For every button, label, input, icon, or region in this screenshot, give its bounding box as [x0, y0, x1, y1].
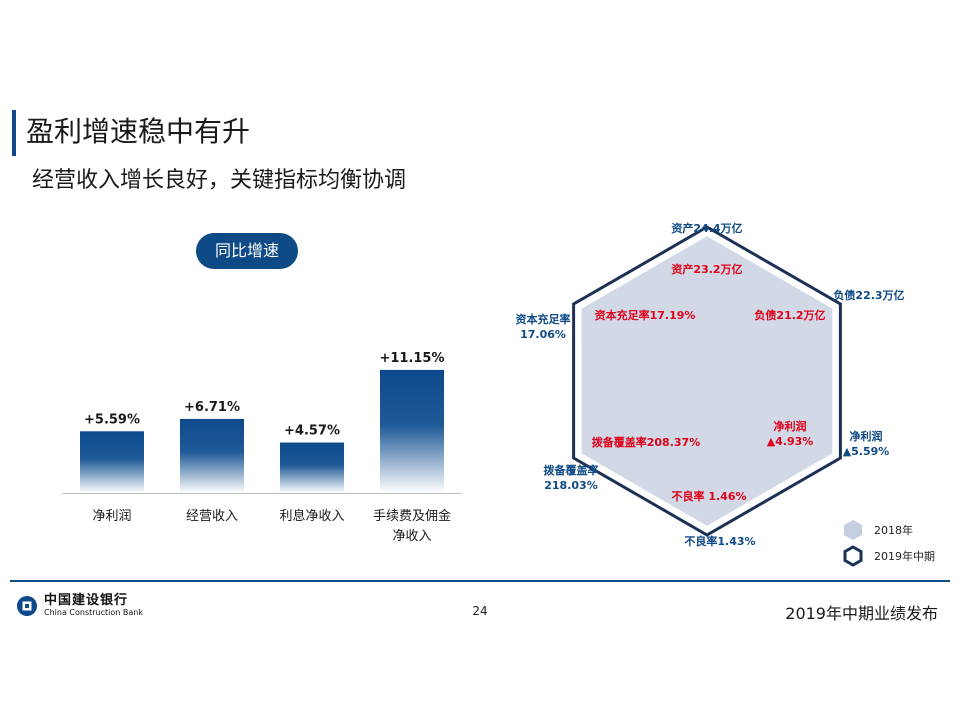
- bar-value-label: +4.57%: [284, 424, 340, 439]
- title-accent-bar: [12, 110, 16, 156]
- bar-value-label: +11.15%: [379, 351, 444, 366]
- radar-label-2019: 218.03%: [544, 479, 597, 492]
- legend-item-2019: 2019年中期: [842, 543, 935, 569]
- radar-label-2019: 资本充足率: [516, 312, 571, 326]
- report-title: 2019年中期业绩发布: [785, 604, 938, 623]
- bar-category-label: 净收入: [392, 529, 431, 544]
- bar: [80, 431, 144, 493]
- bar: [280, 442, 344, 493]
- bar-category-label: 经营收入: [186, 509, 238, 524]
- bar-value-label: +5.59%: [84, 412, 140, 427]
- bar: [180, 418, 244, 493]
- bank-name-en: China Construction Bank: [44, 608, 143, 617]
- radar-label-2019: 不良率1.43%: [684, 534, 755, 548]
- radar-outline-2019: [572, 225, 842, 537]
- radar-label-2018: 不良率 1.46%: [672, 489, 747, 503]
- radar-label-2019: ▲5.59%: [843, 445, 890, 458]
- radar-label-2019: 拨备覆盖率: [544, 463, 599, 477]
- bar-category-label: 净利润: [92, 509, 131, 524]
- bar: [380, 369, 444, 493]
- radar-label-2019: 净利润: [850, 429, 883, 443]
- legend-label-2018: 2018年: [874, 524, 913, 537]
- radar-label-2019: 资产24.4万亿: [671, 221, 742, 235]
- page-number: 24: [472, 604, 488, 618]
- radar-label-2019: 17.06%: [520, 328, 566, 341]
- radar-area-2018: [581, 236, 833, 526]
- growth-bar-chart: +5.59% 净利润 +6.71% 经营收入 +4.57% 利息净收入 +11.15% 手续费…: [62, 351, 462, 544]
- radar-label-2018: 净利润: [774, 419, 807, 433]
- hexagon-filled-icon: [844, 520, 862, 540]
- legend-item-2018: 2018年: [842, 517, 935, 543]
- radar-label-2018: 拨备覆盖率208.37%: [592, 435, 700, 449]
- radar-label-2018: 资产23.2万亿: [671, 262, 742, 276]
- legend-label-2019: 2019年中期: [874, 550, 935, 563]
- radar-label-2018: 资本充足率17.19%: [595, 308, 696, 322]
- bar-value-label: +6.71%: [184, 400, 240, 415]
- radar-label-2018: 负债21.2万亿: [754, 308, 825, 322]
- radar-legend: 2018年 2019年中期: [842, 517, 935, 569]
- hexagon-outline-icon: [843, 545, 863, 567]
- page-subtitle: 经营收入增长良好，关键指标均衡协调: [32, 168, 407, 193]
- bank-name-cn: 中国建设银行: [44, 593, 129, 608]
- bar-category-label: 手续费及佣金: [373, 508, 451, 524]
- bar-category-label: 利息净收入: [279, 508, 344, 524]
- bar-chart-label-pill: 同比增速: [196, 233, 298, 269]
- ccb-logo-icon: [17, 596, 37, 616]
- radar-label-2018: ▲4.93%: [767, 435, 814, 448]
- footer-divider: [10, 580, 950, 582]
- page-title: 盈利增速稳中有升: [26, 115, 251, 148]
- bank-logo: 中国建设银行 China Construction Bank: [16, 594, 143, 618]
- radar-label-2019: 负债22.3万亿: [833, 288, 904, 302]
